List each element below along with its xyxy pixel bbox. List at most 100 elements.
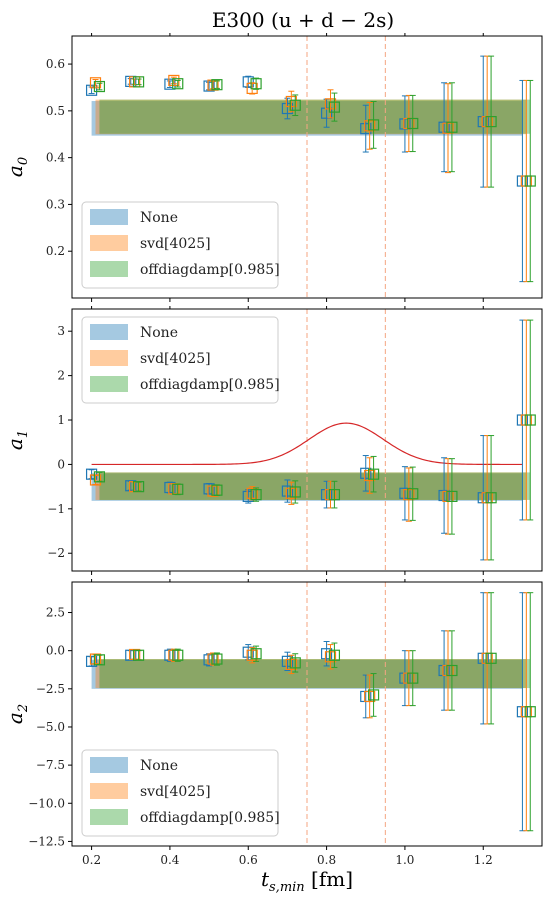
x-tick-label: 0.2 bbox=[82, 853, 101, 867]
legend-label-2: offdiagdamp[0.985] bbox=[140, 377, 280, 393]
x-tick-label: 1.2 bbox=[474, 853, 493, 867]
data-marker bbox=[399, 487, 411, 499]
data-point-2-3 bbox=[211, 484, 223, 497]
data-point-0-7 bbox=[360, 455, 372, 492]
data-point-2-4 bbox=[250, 645, 262, 662]
legend-frame bbox=[81, 749, 279, 837]
y-axis-label-main: a bbox=[3, 438, 27, 450]
data-point-0-0 bbox=[85, 468, 98, 480]
y-axis-label: a0 bbox=[3, 157, 31, 177]
data-marker bbox=[403, 489, 415, 501]
panel-1: −2−10123a1Nonesvd[4025]offdiagdamp[0.985… bbox=[3, 306, 543, 575]
plot-area bbox=[85, 309, 536, 571]
y-axis-label-sub: 1 bbox=[16, 430, 31, 438]
data-marker bbox=[285, 487, 297, 499]
data-marker bbox=[367, 468, 380, 480]
data-marker bbox=[281, 102, 294, 115]
data-marker bbox=[242, 76, 254, 88]
data-point-2-9 bbox=[446, 82, 458, 173]
data-point-2-0 bbox=[93, 80, 106, 93]
legend: None svd[4025] offdiagdamp[0.985] bbox=[81, 749, 280, 837]
plot-frame bbox=[71, 581, 543, 847]
data-marker bbox=[320, 107, 333, 119]
data-point-2-6 bbox=[328, 642, 341, 668]
data-marker bbox=[203, 483, 215, 495]
legend-frame bbox=[81, 316, 279, 404]
y-axis-label-main: a bbox=[3, 165, 27, 177]
fit-band-2 bbox=[99, 659, 531, 689]
legend: None svd[4025] offdiagdamp[0.985] bbox=[81, 316, 280, 404]
data-point-2-10 bbox=[485, 55, 497, 188]
data-marker bbox=[281, 485, 294, 497]
data-marker bbox=[132, 649, 145, 661]
x-tick-label: 0.4 bbox=[160, 853, 179, 867]
plot-area bbox=[85, 582, 536, 846]
plot-area bbox=[85, 36, 536, 298]
data-point-2-9 bbox=[446, 630, 458, 711]
data-point-0-8 bbox=[399, 466, 411, 521]
data-marker bbox=[367, 689, 380, 701]
legend-label-2: offdiagdamp[0.985] bbox=[140, 262, 280, 278]
legend-swatch-1 bbox=[90, 235, 128, 251]
legend-swatch-0 bbox=[90, 757, 128, 773]
y-axis-label-sub: 0 bbox=[16, 157, 31, 165]
data-marker bbox=[250, 648, 262, 660]
data-point-2-0 bbox=[93, 654, 106, 666]
y-tick-label: −1 bbox=[47, 502, 65, 516]
data-marker bbox=[285, 658, 297, 671]
data-point-2-2 bbox=[172, 78, 184, 90]
legend-swatch-1 bbox=[90, 783, 128, 799]
y-tick-label: 0.5 bbox=[46, 104, 65, 118]
data-marker bbox=[324, 651, 337, 663]
data-marker bbox=[129, 648, 141, 661]
data-marker bbox=[289, 657, 301, 669]
legend-label-1: svd[4025] bbox=[140, 351, 211, 367]
data-point-2-5 bbox=[289, 480, 301, 504]
data-point-2-2 bbox=[172, 648, 184, 662]
data-marker bbox=[289, 486, 301, 498]
data-point-1-9 bbox=[442, 83, 454, 174]
data-marker bbox=[164, 481, 176, 494]
data-point-2-1 bbox=[132, 76, 145, 88]
data-marker bbox=[446, 121, 458, 133]
data-point-1-7 bbox=[364, 457, 376, 494]
data-marker bbox=[328, 649, 341, 661]
legend-label-0: None bbox=[140, 325, 178, 341]
data-marker bbox=[328, 101, 341, 113]
y-tick-label: 0.2 bbox=[46, 244, 65, 258]
legend-swatch-2 bbox=[90, 376, 128, 392]
data-point-2-11 bbox=[524, 592, 536, 832]
data-marker bbox=[524, 706, 536, 718]
x-tick-label: 0.6 bbox=[239, 853, 258, 867]
data-point-2-7 bbox=[367, 673, 380, 717]
data-point-2-8 bbox=[407, 650, 419, 707]
data-marker bbox=[85, 655, 98, 667]
data-marker bbox=[246, 649, 258, 661]
data-point-2-2 bbox=[172, 483, 184, 496]
weight-curve bbox=[91, 422, 523, 466]
y-tick-label: 3 bbox=[57, 324, 65, 338]
legend-label-0: None bbox=[140, 210, 178, 226]
data-marker bbox=[93, 654, 106, 666]
data-point-2-8 bbox=[407, 466, 419, 521]
data-marker bbox=[89, 474, 102, 486]
y-axis-label: a1 bbox=[3, 430, 31, 450]
y-tick-label: 2 bbox=[57, 369, 65, 383]
data-point-0-5 bbox=[281, 97, 294, 120]
data-marker bbox=[407, 117, 419, 130]
data-marker bbox=[438, 121, 450, 133]
y-axis-label: a2 bbox=[3, 704, 31, 724]
data-marker bbox=[524, 175, 536, 187]
data-marker bbox=[289, 99, 301, 111]
data-marker bbox=[438, 489, 450, 502]
data-point-2-11 bbox=[524, 79, 536, 283]
data-marker bbox=[360, 123, 372, 135]
y-tick-label: 0.0 bbox=[46, 644, 65, 658]
legend-swatch-0 bbox=[90, 324, 128, 340]
data-point-0-0 bbox=[85, 84, 98, 96]
data-point-2-4 bbox=[250, 77, 262, 90]
legend-label-1: svd[4025] bbox=[140, 784, 211, 800]
y-tick-label: 0 bbox=[57, 457, 65, 471]
data-point-2-10 bbox=[485, 592, 497, 725]
